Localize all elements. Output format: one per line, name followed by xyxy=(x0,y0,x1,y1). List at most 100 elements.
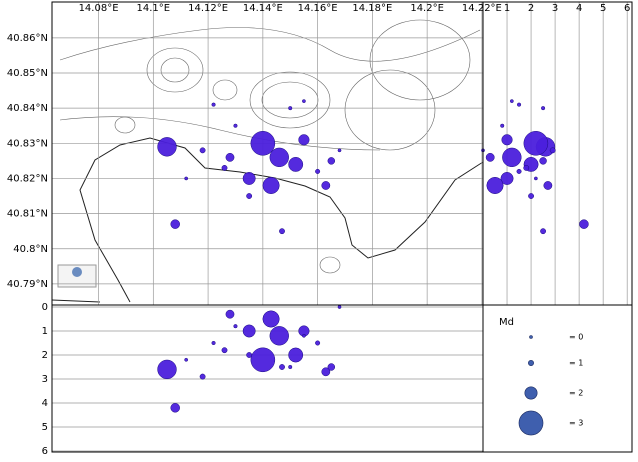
event-marker xyxy=(288,347,304,363)
legend-label: = 0 xyxy=(569,333,583,342)
event-marker xyxy=(199,373,206,380)
y-tick-label: 0 xyxy=(42,302,48,313)
event-marker xyxy=(288,156,304,172)
event-marker xyxy=(242,324,256,338)
x-tick-label: 14.22°E xyxy=(462,3,502,14)
panel-frame xyxy=(51,304,484,453)
x-tick-label: 14.12°E xyxy=(188,3,228,14)
x-tick-label: 14.1°E xyxy=(137,3,171,14)
event-marker xyxy=(579,219,589,229)
event-marker xyxy=(486,176,504,194)
event-marker xyxy=(170,403,180,413)
event-marker xyxy=(321,367,331,377)
legend-label: = 2 xyxy=(569,389,583,398)
event-marker xyxy=(543,181,553,190)
y-tick-label: 40.85°N xyxy=(7,68,48,79)
y-tick-label: 40.82°N xyxy=(7,173,48,184)
event-marker xyxy=(549,147,556,154)
legend-label: = 3 xyxy=(569,419,583,428)
event-marker xyxy=(184,176,189,181)
event-marker xyxy=(246,193,253,199)
event-marker xyxy=(500,172,514,185)
event-marker xyxy=(288,364,293,370)
event-marker xyxy=(501,134,513,146)
x-tick-label: 14.18°E xyxy=(352,3,392,14)
event-marker xyxy=(233,123,238,128)
y-tick-label: 40.83°N xyxy=(7,138,48,149)
x-tick-label: 5 xyxy=(600,3,606,14)
y-tick-label: 2 xyxy=(42,350,48,361)
event-marker xyxy=(269,326,289,346)
event-marker xyxy=(523,131,549,156)
event-marker xyxy=(485,152,495,162)
event-marker xyxy=(337,305,342,309)
legend-title: Md xyxy=(499,317,514,328)
event-marker xyxy=(262,310,280,328)
y-tick-label: 40.79°N xyxy=(7,279,48,290)
x-tick-label: 2 xyxy=(528,3,534,14)
event-marker xyxy=(211,340,216,346)
event-marker xyxy=(170,219,180,229)
legend-marker xyxy=(518,410,544,436)
event-marker xyxy=(157,137,177,157)
event-marker xyxy=(225,309,235,319)
y-tick-label: 40.86°N xyxy=(7,33,48,44)
event-marker xyxy=(539,157,547,165)
event-marker xyxy=(250,347,276,373)
y-tick-label: 4 xyxy=(42,398,48,409)
event-marker xyxy=(242,172,256,185)
event-marker xyxy=(302,99,306,103)
event-marker xyxy=(246,352,253,358)
event-marker xyxy=(502,147,522,168)
event-marker xyxy=(500,123,505,128)
x-tick-label: 14.2°E xyxy=(410,3,444,14)
event-marker xyxy=(225,152,235,162)
basemap xyxy=(51,19,484,303)
x-tick-label: 14.16°E xyxy=(298,3,338,14)
event-marker xyxy=(288,106,293,111)
event-marker xyxy=(315,168,321,174)
event-marker xyxy=(157,359,177,380)
event-marker xyxy=(315,340,321,346)
event-marker xyxy=(528,193,534,199)
event-marker xyxy=(321,181,331,190)
legend-marker xyxy=(528,360,534,366)
event-marker xyxy=(221,164,228,171)
legend-marker xyxy=(524,386,538,400)
event-marker xyxy=(184,357,189,362)
panel-frame xyxy=(482,304,633,453)
y-tick-label: 1 xyxy=(42,326,48,337)
x-tick-label: 1 xyxy=(504,3,510,14)
y-tick-label: 40.81°N xyxy=(7,209,48,220)
event-marker xyxy=(517,102,522,107)
event-marker xyxy=(221,347,228,354)
event-marker xyxy=(233,324,238,329)
event-marker xyxy=(269,147,289,168)
x-tick-label: 14.08°E xyxy=(79,3,119,14)
event-marker xyxy=(298,134,310,146)
panels: 14.08°E 14.1°E 14.12°E 14.14°E 14.16°E 14.18°… xyxy=(7,1,633,457)
event-marker xyxy=(302,333,306,338)
y-tick-label: 40.84°N xyxy=(7,103,48,114)
event-marker xyxy=(523,164,530,171)
event-marker xyxy=(509,99,514,103)
x-tick-label: 6 xyxy=(624,3,630,14)
event-marker xyxy=(327,363,336,371)
event-marker xyxy=(337,148,342,153)
y-tick-label: 40.8°N xyxy=(13,244,48,255)
event-marker xyxy=(327,157,336,165)
y-tick-label: 6 xyxy=(42,446,48,457)
event-marker xyxy=(516,168,522,174)
event-marker xyxy=(211,102,216,107)
y-tick-label: 5 xyxy=(42,422,48,433)
event-marker xyxy=(534,176,538,181)
x-tick-label: 14.14°E xyxy=(243,3,283,14)
event-marker xyxy=(541,106,546,111)
x-tick-label: 3 xyxy=(552,3,558,14)
x-tick-label: 4 xyxy=(576,3,582,14)
event-marker xyxy=(262,176,280,194)
event-marker xyxy=(540,228,547,235)
event-marker xyxy=(250,131,276,156)
legend-label: = 1 xyxy=(569,359,583,368)
